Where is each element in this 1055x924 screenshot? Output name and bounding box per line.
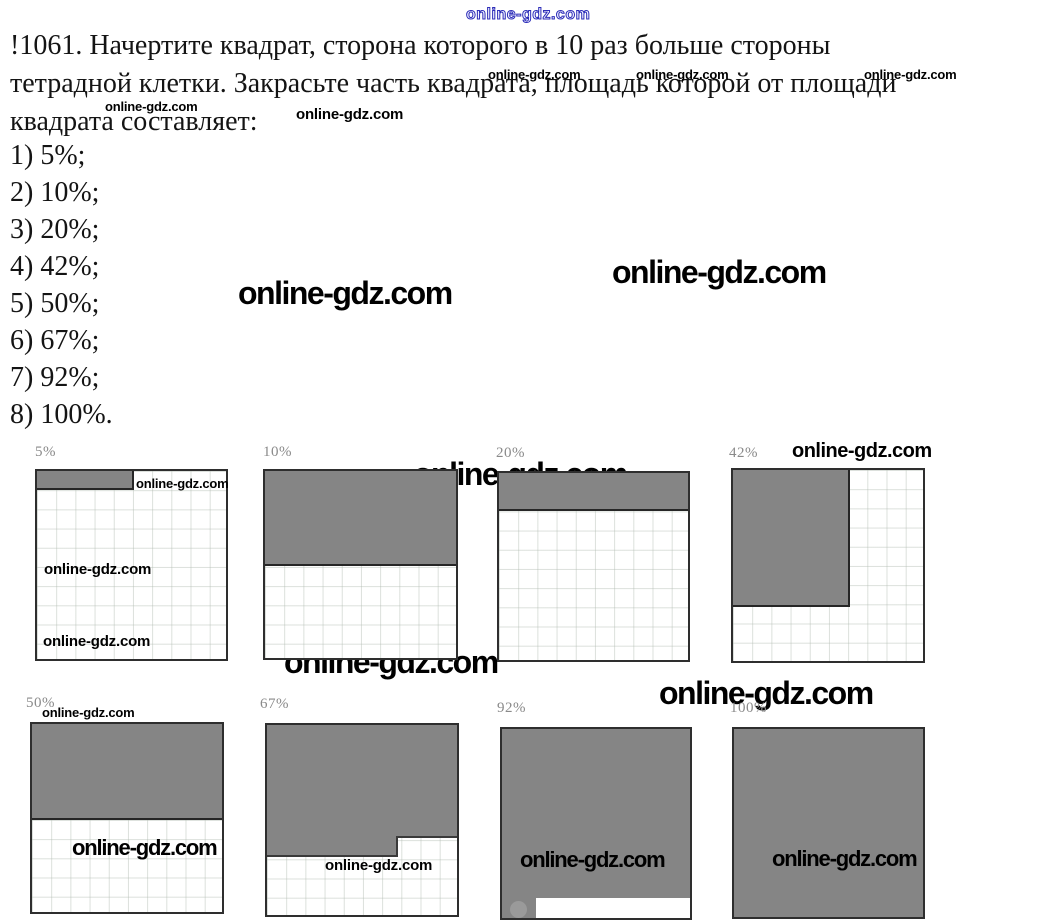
watermark-text: online-gdz.com <box>42 705 135 720</box>
watermark-text: online-gdz.com <box>864 67 957 82</box>
figure-label-20: 20% <box>496 445 525 461</box>
scan-artifact-dot <box>510 901 527 918</box>
watermark-text: online-gdz.com <box>636 67 729 82</box>
shaded-region-20 <box>499 473 688 511</box>
figure-label-5: 5% <box>35 444 56 460</box>
problem-line-2: тетрадной клетки. Закрасьте часть квадра… <box>10 68 897 99</box>
site-watermark-blue-text: online-gdz.com <box>466 6 590 23</box>
shaded-region-100 <box>734 729 923 917</box>
shaded-region-67-band <box>267 725 457 838</box>
list-item-8: 8) 100%. <box>10 399 113 430</box>
figure-label-92: 92% <box>497 700 526 716</box>
watermark-text: online-gdz.com <box>296 106 404 123</box>
list-item-6: 6) 67%; <box>10 325 100 356</box>
shade-edge <box>396 836 398 857</box>
watermark-text: online-gdz.com <box>659 675 874 711</box>
problem-line-3: квадрата составляет: <box>10 106 258 137</box>
figure-label-10: 10% <box>263 444 292 460</box>
unshaded-notch-92 <box>536 898 690 918</box>
site-watermark-blue: online-gdz.com <box>466 6 591 24</box>
list-item-1: 1) 5%; <box>10 140 86 171</box>
watermark-text: online-gdz.com <box>792 440 932 462</box>
figure-square-10 <box>263 469 458 660</box>
watermark-text: online-gdz.com <box>772 846 918 871</box>
watermark-text: online-gdz.com <box>520 847 666 872</box>
figure-square-100 <box>732 727 925 919</box>
shaded-region-42 <box>733 470 850 607</box>
watermark-text: online-gdz.com <box>238 275 453 311</box>
list-item-2: 2) 10%; <box>10 177 100 208</box>
figure-label-67: 67% <box>260 696 289 712</box>
watermark-text: online-gdz.com <box>44 561 152 578</box>
figure-square-67 <box>265 723 459 917</box>
watermark-text: online-gdz.com <box>488 67 581 82</box>
percent-list: 1) 5%; 2) 10%; 3) 20%; 4) 42%; 5) 50%; 6… <box>10 137 113 433</box>
figure-square-42 <box>731 468 925 663</box>
shaded-region-67-step <box>267 836 398 857</box>
list-item-3: 3) 20%; <box>10 214 100 245</box>
watermark-text: online-gdz.com <box>43 633 151 650</box>
watermark-text: online-gdz.com <box>105 99 198 114</box>
figure-square-50 <box>30 722 224 914</box>
shaded-region-10 <box>265 471 456 566</box>
watermark-text: online-gdz.com <box>72 835 218 860</box>
watermark-text: online-gdz.com <box>325 857 433 874</box>
figure-label-50: 50% <box>26 695 55 711</box>
figure-label-100: 100% <box>730 700 767 716</box>
shaded-region-92 <box>502 729 690 918</box>
shade-edge <box>396 836 457 838</box>
shaded-region-50 <box>32 724 222 820</box>
list-item-4: 4) 42%; <box>10 251 100 282</box>
problem-statement: !1061. Начертите квадрат, сторона которо… <box>10 27 896 141</box>
list-item-5: 5) 50%; <box>10 288 100 319</box>
watermark-text: online-gdz.com <box>612 254 827 290</box>
figure-square-5 <box>35 469 228 661</box>
problem-line-1: !1061. Начертите квадрат, сторона которо… <box>10 30 831 61</box>
shaded-region-5 <box>37 471 134 490</box>
list-item-7: 7) 92%; <box>10 362 100 393</box>
figure-square-20 <box>497 471 690 662</box>
figure-square-92 <box>500 727 692 920</box>
watermark-text: online-gdz.com <box>136 476 229 491</box>
shade-edge <box>267 855 398 857</box>
figure-label-42: 42% <box>729 445 758 461</box>
